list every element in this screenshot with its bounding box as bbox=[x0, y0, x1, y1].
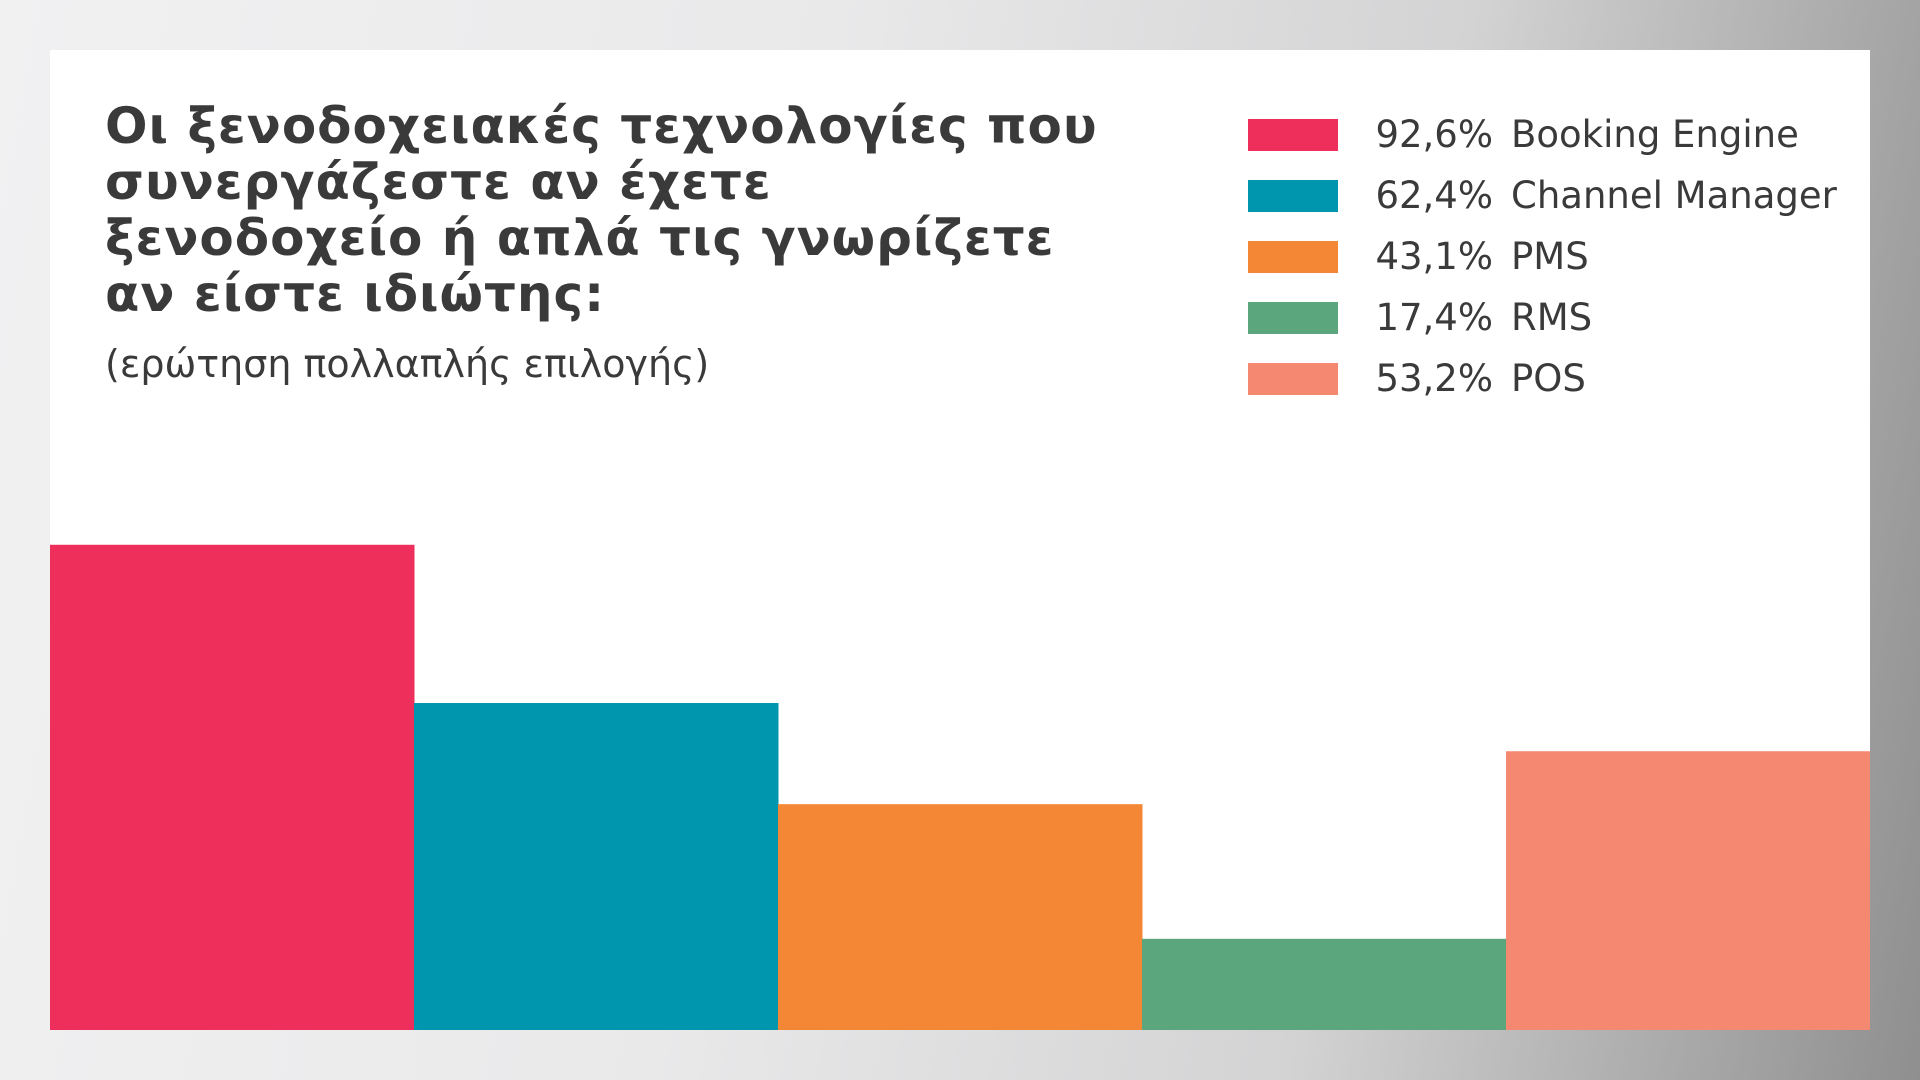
legend-label: POS bbox=[1511, 357, 1586, 400]
legend-label: Booking Engine bbox=[1511, 113, 1799, 156]
legend-swatch bbox=[1248, 301, 1338, 334]
legend-item: 53,2% POS bbox=[1248, 348, 1848, 409]
legend-item: 92,6% Booking Engine bbox=[1248, 104, 1848, 165]
bar-pos bbox=[1506, 751, 1870, 1030]
chart-legend: 92,6% Booking Engine 62,4% Channel Manag… bbox=[1248, 104, 1848, 409]
legend-value: 43,1% bbox=[1375, 235, 1493, 278]
legend-label: PMS bbox=[1511, 235, 1589, 278]
bar-chart bbox=[50, 544, 1870, 1030]
bar-rms bbox=[1142, 938, 1507, 1030]
legend-swatch bbox=[1248, 179, 1338, 212]
bar-channel-manager bbox=[414, 703, 779, 1030]
legend-item: 43,1% PMS bbox=[1248, 226, 1848, 287]
chart-title: Οι ξενοδοχειακές τεχνολογίες που συνεργά… bbox=[105, 97, 1098, 323]
chart-card: Οι ξενοδοχειακές τεχνολογίες που συνεργά… bbox=[50, 50, 1870, 1030]
legend-swatch bbox=[1248, 240, 1338, 273]
legend-value: 92,6% bbox=[1375, 113, 1493, 156]
legend-label: Channel Manager bbox=[1511, 174, 1837, 217]
legend-swatch bbox=[1248, 118, 1338, 151]
title-block: Οι ξενοδοχειακές τεχνολογίες που συνεργά… bbox=[105, 98, 1105, 386]
legend-value: 53,2% bbox=[1375, 357, 1493, 400]
legend-swatch bbox=[1248, 362, 1338, 395]
legend-label: RMS bbox=[1511, 296, 1593, 339]
chart-subtitle: (ερώτηση πολλαπλής επιλογής) bbox=[105, 342, 710, 386]
legend-value: 62,4% bbox=[1375, 174, 1493, 217]
legend-item: 62,4% Channel Manager bbox=[1248, 165, 1848, 226]
bar-pms bbox=[778, 804, 1143, 1030]
legend-value: 17,4% bbox=[1375, 296, 1493, 339]
bar-booking-engine bbox=[50, 544, 415, 1030]
legend-item: 17,4% RMS bbox=[1248, 287, 1848, 348]
